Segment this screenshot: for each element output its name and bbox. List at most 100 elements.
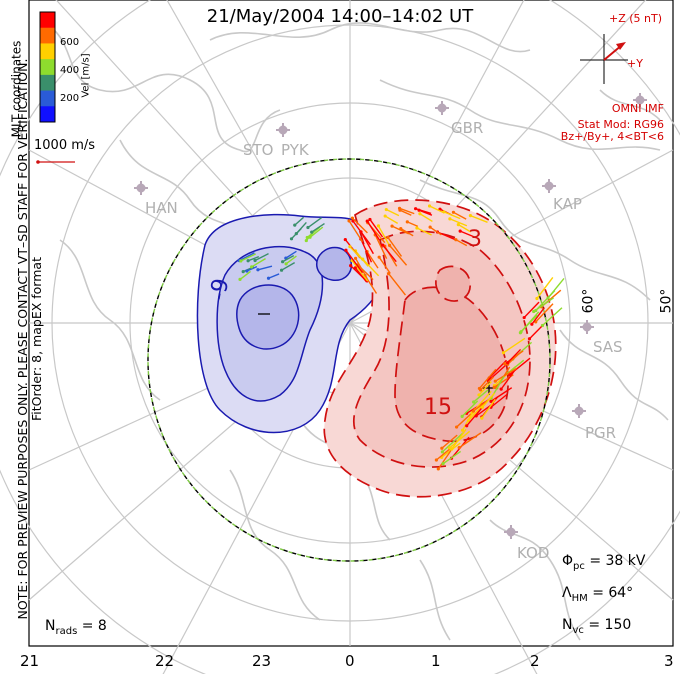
velocity-vector-origin xyxy=(493,379,497,383)
colorbar-segment xyxy=(40,90,55,107)
velocity-vector-origin xyxy=(344,248,348,252)
velocity-vector xyxy=(457,224,472,233)
station-label-sas: SAS xyxy=(593,338,623,356)
velocity-vector-origin xyxy=(535,296,539,301)
coordinate-system-label: MLT coordinates xyxy=(9,40,24,138)
colorbar-label: Vel [m/s] xyxy=(80,53,92,98)
velocity-vector-origin xyxy=(310,230,314,234)
velocity-vector-origin xyxy=(501,351,506,355)
hm-boundary xyxy=(147,158,551,562)
velocity-vector xyxy=(378,256,391,274)
velocity-vector-origin xyxy=(480,405,484,409)
velocity-vector-origin xyxy=(245,269,249,273)
velocity-vector-origin xyxy=(527,337,532,341)
velocity-vector-origin xyxy=(353,256,358,260)
velocity-vector xyxy=(503,337,526,354)
velocity-vector xyxy=(285,250,297,259)
velocity-vector-origin xyxy=(477,393,481,397)
velocity-vector-origin xyxy=(305,235,309,240)
velocity-vector-origin xyxy=(532,309,536,314)
velocity-vector xyxy=(458,432,482,449)
colorbar xyxy=(40,12,55,123)
velocity-vector-origin xyxy=(440,446,444,450)
station-markers xyxy=(134,93,647,539)
velocity-vector xyxy=(449,218,468,227)
stat-lambda-sub: HM xyxy=(571,592,588,604)
velocity-vector xyxy=(351,217,368,234)
velocity-vector xyxy=(536,277,554,299)
mlt-hour-1: 1 xyxy=(431,652,441,670)
imf-condition: Bz+/By+, 4<BT<6 xyxy=(560,130,664,143)
velocity-vector xyxy=(386,208,400,217)
velocity-vector-origin xyxy=(350,216,355,220)
velocity-vector xyxy=(415,207,432,215)
velocity-vector-origin xyxy=(428,225,432,229)
mlt-hour-0: 0 xyxy=(345,652,355,670)
velocity-vector xyxy=(542,307,563,326)
velocity-vector-origin xyxy=(246,259,250,263)
stat-phi-pc: Φpc = 38 kV xyxy=(562,553,645,572)
velocity-vector xyxy=(453,211,467,220)
velocity-vector-origin xyxy=(284,262,288,266)
velocity-vector xyxy=(407,221,419,228)
mlt-hour-22: 22 xyxy=(155,652,175,670)
velocity-vector xyxy=(437,450,452,470)
velocity-vector-origin xyxy=(306,225,310,230)
velocity-vector-origin xyxy=(458,229,462,233)
velocity-vector-origin xyxy=(289,237,294,241)
imf-dial xyxy=(580,34,628,84)
velocity-vector xyxy=(247,255,260,262)
velocity-vector xyxy=(366,220,381,241)
colorbar-segment xyxy=(40,43,55,60)
mlt-hour-21: 21 xyxy=(20,652,40,670)
velocity-vector xyxy=(239,252,255,262)
velocity-vector xyxy=(535,303,554,323)
velocity-vector-origin xyxy=(471,409,476,413)
velocity-vector-origin xyxy=(347,219,351,223)
station-label-kod: KOD xyxy=(517,544,550,562)
velocity-vector xyxy=(533,297,555,313)
velocity-vector xyxy=(257,265,273,271)
velocity-vector-origin xyxy=(457,446,461,450)
velocity-vector xyxy=(481,392,496,408)
velocity-vector-origin xyxy=(441,462,445,466)
velocity-vector xyxy=(500,369,516,390)
velocity-vector-origin xyxy=(266,276,271,280)
velocity-vector xyxy=(246,265,258,272)
velocity-vector-origin xyxy=(359,230,363,234)
velocity-vectors xyxy=(237,204,565,471)
station-label-pyk: PYK xyxy=(281,141,309,159)
velocity-vector-origin xyxy=(460,414,464,418)
velocity-vector-origin xyxy=(546,296,550,300)
velocity-vector xyxy=(466,405,484,427)
velocity-vector xyxy=(360,231,374,255)
velocity-vector xyxy=(547,278,565,299)
colorbar-segment xyxy=(40,27,55,44)
velocity-vector xyxy=(345,249,364,274)
velocity-vector-origin xyxy=(454,238,458,242)
velocity-vector xyxy=(240,253,257,262)
station-label-kap: KAP xyxy=(553,195,582,213)
velocity-vector xyxy=(349,246,364,262)
velocity-vector xyxy=(461,400,479,417)
velocity-vector xyxy=(490,393,508,408)
velocity-vector xyxy=(487,364,506,382)
velocity-vector xyxy=(309,226,324,238)
velocity-vector-origin xyxy=(293,223,297,227)
velocity-vector-origin xyxy=(519,330,523,334)
velocity-vector-origin xyxy=(383,214,387,218)
stat-phi-sub: pc xyxy=(573,560,585,572)
stat-model: Stat Mod: RG96 xyxy=(577,118,664,131)
stat-n-rads-sub: rads xyxy=(55,625,78,637)
velocity-vector-origin xyxy=(465,424,469,428)
velocity-vector xyxy=(307,217,322,229)
velocity-vector-origin xyxy=(304,238,308,243)
latitude-label-60: 60° xyxy=(580,288,597,314)
velocity-vector-origin xyxy=(540,323,545,328)
velocity-vector-origin xyxy=(451,210,456,214)
velocity-vector xyxy=(281,262,296,271)
velocity-vector xyxy=(523,301,540,319)
positive-cell xyxy=(323,199,557,498)
velocity-vector-origin xyxy=(460,428,465,432)
mlt-hour-23: 23 xyxy=(252,652,272,670)
